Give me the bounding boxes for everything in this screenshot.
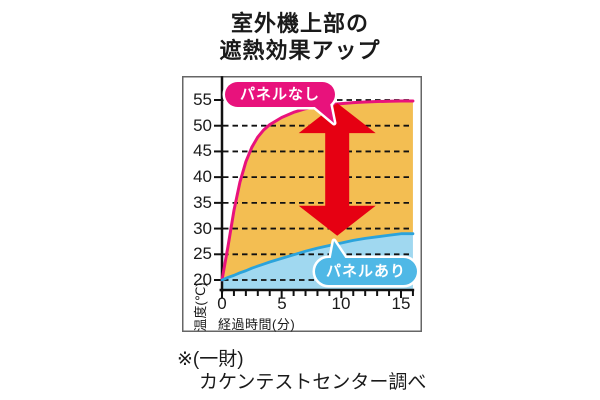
callout-body <box>225 82 335 107</box>
title-line-1: 室外機上部の <box>230 11 369 36</box>
axes-and-ticks <box>214 76 415 298</box>
area-no-panel <box>222 101 413 280</box>
y-tick-35: 35 <box>193 193 212 212</box>
footnote-line-1: ※(一財) <box>177 349 244 370</box>
series-curves <box>220 99 415 282</box>
y-tick-40: 40 <box>193 167 212 186</box>
x-tick-5: 5 <box>277 294 287 313</box>
page-title: 室外機上部の 遮熱効果アップ <box>150 10 450 64</box>
y-tick-30: 30 <box>193 219 212 238</box>
callout-tail <box>330 241 348 262</box>
curve-no-panel <box>220 99 415 282</box>
callout-tail <box>310 103 334 123</box>
with-panel-callout <box>312 238 420 288</box>
temperature-chart <box>182 76 422 332</box>
x-tick-0: 0 <box>217 294 227 313</box>
temperature-gap-arrow-icon <box>298 103 376 236</box>
y-tick-20: 20 <box>193 270 212 289</box>
title-line-2: 遮熱効果アップ <box>219 38 381 63</box>
x-tick-15: 15 <box>391 294 411 313</box>
chart-frame <box>182 76 422 332</box>
footnote-line-2: カケンテストセンター調べ <box>199 372 427 393</box>
double-arrow-icon <box>298 103 376 236</box>
x-tick-10: 10 <box>331 294 351 313</box>
no-panel-label: パネルなし <box>239 86 320 103</box>
y-tick-50: 50 <box>193 116 212 135</box>
x-axis-title: 経過時間(分) <box>218 317 296 332</box>
callout-body <box>315 258 417 285</box>
with-panel-label: パネルあり <box>325 263 406 280</box>
y-tick-25: 25 <box>193 244 212 263</box>
y-tick-45: 45 <box>193 141 212 160</box>
curve-with-panel <box>220 232 415 282</box>
y-tick-55: 55 <box>193 90 212 109</box>
no-panel-callout <box>222 79 338 126</box>
y-axis-title: 温度(℃) <box>193 282 208 332</box>
